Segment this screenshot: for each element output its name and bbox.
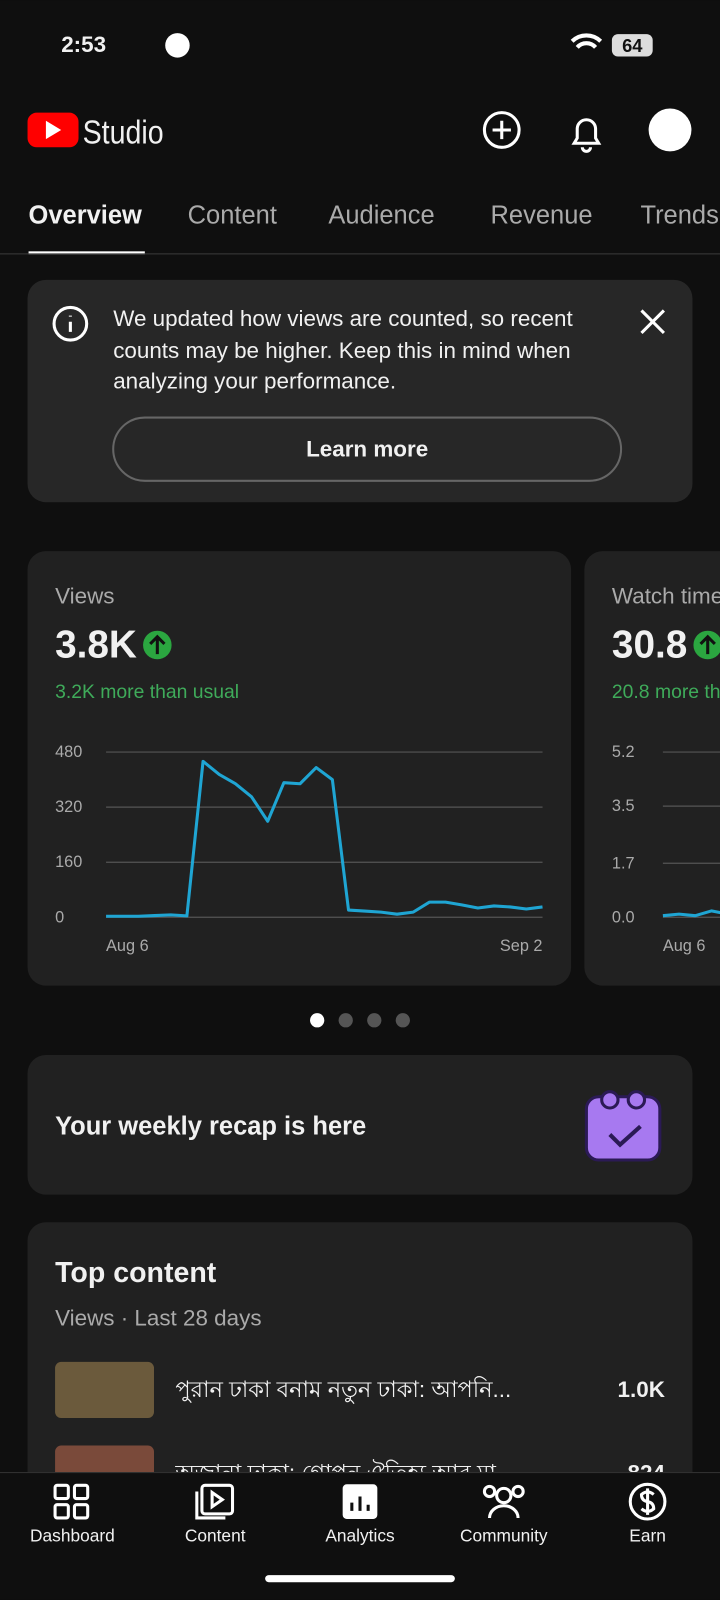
x-tick-label: Aug 6 bbox=[663, 937, 706, 955]
metric-card[interactable] bbox=[27, 551, 572, 986]
trend-up-arrow bbox=[149, 634, 166, 655]
nav-label[interactable]: Dashboard bbox=[30, 1525, 115, 1545]
avatar[interactable] bbox=[648, 108, 692, 152]
tab[interactable]: Revenue bbox=[491, 202, 593, 230]
thumbnail[interactable] bbox=[55, 1361, 154, 1419]
divider bbox=[0, 253, 720, 255]
line-series bbox=[106, 759, 543, 918]
create-button[interactable] bbox=[482, 111, 521, 149]
y-tick-label: 1.7 bbox=[612, 854, 635, 872]
content-icon bbox=[195, 1483, 235, 1520]
tab[interactable]: Audience bbox=[328, 202, 434, 230]
x-tick-label: Aug 6 bbox=[106, 937, 149, 955]
top-content-card bbox=[27, 1222, 693, 1529]
notice-text: We updated how views are counted, so rec… bbox=[113, 306, 573, 331]
line-series bbox=[662, 909, 720, 918]
metric-value: 30.8 bbox=[612, 623, 687, 666]
top-content-title: Top content bbox=[55, 1257, 217, 1289]
battery-icon bbox=[611, 34, 653, 57]
metric-card[interactable] bbox=[584, 551, 720, 986]
top-content-subtitle: Views · Last 28 days bbox=[55, 1306, 261, 1331]
wifi-icon bbox=[570, 33, 603, 49]
info-icon bbox=[52, 305, 89, 342]
learn-more-label: Learn more bbox=[306, 437, 428, 462]
notifications-button[interactable] bbox=[571, 118, 602, 153]
nav-label[interactable]: Content bbox=[185, 1525, 246, 1545]
logo-play bbox=[45, 120, 62, 140]
y-tick-label: 160 bbox=[55, 853, 82, 871]
analytics-icon-bars bbox=[350, 1496, 370, 1511]
tab[interactable]: Content bbox=[188, 202, 277, 230]
page-dot[interactable] bbox=[338, 1013, 353, 1028]
battery-level: 64 bbox=[622, 35, 643, 56]
learn-more-button[interactable] bbox=[112, 416, 623, 482]
trend-up-arrow bbox=[699, 634, 716, 655]
y-tick-label: 3.5 bbox=[612, 797, 635, 815]
y-tick-label: 0.0 bbox=[612, 908, 635, 926]
video-views: 1.0K bbox=[618, 1377, 665, 1402]
metric-delta: 20.8 more than usual bbox=[612, 681, 720, 703]
app-title: Studio bbox=[83, 113, 164, 151]
metric-delta: 3.2K more than usual bbox=[55, 681, 239, 703]
y-tick-label: 0 bbox=[55, 908, 64, 926]
create-icon bbox=[492, 120, 511, 140]
notice-text: analyzing your performance. bbox=[113, 368, 396, 393]
page-dot[interactable] bbox=[310, 1013, 325, 1028]
y-tick-label: 480 bbox=[55, 743, 82, 761]
y-tick-label: 320 bbox=[55, 798, 82, 816]
tab[interactable]: Overview bbox=[29, 202, 143, 230]
nav-divider bbox=[0, 1472, 720, 1474]
notice-text: counts may be higher. Keep this in mind … bbox=[113, 338, 570, 363]
nav-label[interactable]: Community bbox=[460, 1525, 548, 1545]
recap-text: Your weekly recap is here bbox=[55, 1112, 366, 1140]
x-tick-label: Sep 2 bbox=[500, 937, 543, 955]
page-dot[interactable] bbox=[367, 1013, 382, 1028]
video-title[interactable]: পুরান ঢাকা বনাম নতুন ঢাকা: আপনি... bbox=[175, 1377, 511, 1404]
metric-title: Watch time bbox=[612, 584, 720, 609]
nav-label[interactable]: Analytics bbox=[325, 1525, 395, 1545]
metric-value: 3.8K bbox=[55, 623, 137, 666]
recap-card[interactable] bbox=[27, 1054, 693, 1195]
status-icon bbox=[165, 33, 190, 58]
page-dot[interactable] bbox=[395, 1013, 410, 1028]
notice-card bbox=[27, 279, 693, 503]
community-icon bbox=[482, 1484, 525, 1519]
tab-indicator bbox=[28, 251, 145, 255]
nav-label[interactable]: Earn bbox=[629, 1525, 666, 1545]
y-tick-label: 5.2 bbox=[612, 743, 635, 761]
close-button[interactable] bbox=[640, 309, 665, 334]
tab[interactable]: Trends bbox=[640, 202, 718, 230]
earn-icon bbox=[628, 1482, 667, 1521]
recap-icon bbox=[584, 1090, 662, 1162]
dashboard-icon bbox=[53, 1483, 90, 1520]
clock: 2:53 bbox=[61, 32, 106, 57]
metric-title: Views bbox=[55, 584, 114, 609]
home-indicator bbox=[265, 1575, 455, 1583]
